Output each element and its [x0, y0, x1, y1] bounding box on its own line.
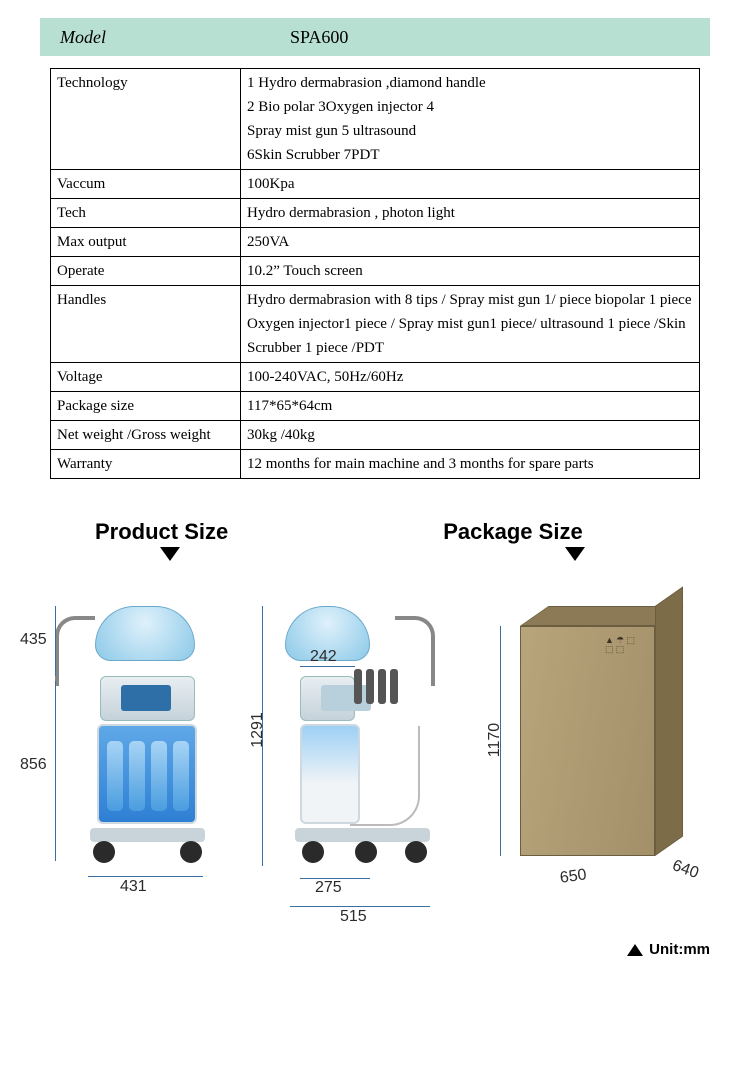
spec-value: 1 Hydro dermabrasion ,diamond handle 2 B… — [241, 69, 700, 170]
spec-value: 100-240VAC, 50Hz/60Hz — [241, 363, 700, 392]
dim-line — [55, 606, 56, 676]
triangle-up-icon — [627, 944, 643, 956]
spec-value: 117*65*64cm — [241, 392, 700, 421]
table-row: Warranty 12 months for main machine and … — [51, 450, 700, 479]
spec-label: Warranty — [51, 450, 241, 479]
spec-label: Vaccum — [51, 170, 241, 199]
spec-table: Technology1 Hydro dermabrasion ,diamond … — [50, 68, 700, 479]
triangle-down-icon — [565, 547, 585, 561]
spec-value: Hydro dermabrasion with 8 tips / Spray m… — [241, 286, 700, 363]
product-size-title: Product Size — [95, 519, 228, 545]
dim-856: 856 — [20, 756, 47, 774]
table-row: HandlesHydro dermabrasion with 8 tips / … — [51, 286, 700, 363]
dim-line — [88, 876, 203, 877]
dim-435: 435 — [20, 631, 47, 649]
machine-front-illustration — [85, 606, 205, 866]
dim-275: 275 — [315, 879, 342, 897]
model-header: Model SPA600 — [40, 18, 710, 56]
spec-label: Package size — [51, 392, 241, 421]
dim-1291: 1291 — [249, 712, 267, 748]
model-label: Model — [40, 27, 290, 48]
spec-label: Max output — [51, 228, 241, 257]
spec-label: Operate — [51, 257, 241, 286]
model-value: SPA600 — [290, 27, 348, 48]
dim-line — [300, 666, 355, 667]
spec-value: 12 months for main machine and 3 months … — [241, 450, 700, 479]
triangle-down-icon — [160, 547, 180, 561]
spec-label: Handles — [51, 286, 241, 363]
spec-label: Voltage — [51, 363, 241, 392]
spec-label: Tech — [51, 199, 241, 228]
spec-value: 30kg /40kg — [241, 421, 700, 450]
table-row: Technology1 Hydro dermabrasion ,diamond … — [51, 69, 700, 170]
spec-value: 250VA — [241, 228, 700, 257]
spec-value: 10.2” Touch screen — [241, 257, 700, 286]
diagram-area: 435 856 431 1291 242 275 515 ▲ ☂ ⬚⬚ ⬚ 11… — [0, 566, 750, 966]
dim-650: 650 — [559, 866, 588, 888]
table-row: Operate10.2” Touch screen — [51, 257, 700, 286]
table-row: Tech Hydro dermabrasion , photon light — [51, 199, 700, 228]
size-titles: Product Size Package Size — [0, 519, 750, 545]
package-size-title: Package Size — [443, 519, 582, 545]
dim-640: 640 — [670, 857, 701, 883]
dim-line — [55, 681, 56, 861]
table-row: Net weight /Gross weight 30kg /40kg — [51, 421, 700, 450]
table-row: Max output 250VA — [51, 228, 700, 257]
spec-label: Technology — [51, 69, 241, 170]
unit-label: Unit:mm — [627, 941, 710, 958]
table-row: Package size 117*65*64cm — [51, 392, 700, 421]
table-row: Vaccum 100Kpa — [51, 170, 700, 199]
spec-value: Hydro dermabrasion , photon light — [241, 199, 700, 228]
dim-515: 515 — [340, 908, 367, 926]
dim-line — [290, 906, 430, 907]
spec-label: Net weight /Gross weight — [51, 421, 241, 450]
spec-value: 100Kpa — [241, 170, 700, 199]
dim-431: 431 — [120, 878, 147, 896]
title-arrows — [0, 547, 750, 561]
machine-side-illustration — [290, 606, 410, 866]
dim-1170: 1170 — [486, 723, 504, 757]
dim-242: 242 — [310, 648, 337, 666]
table-row: Voltage 100-240VAC, 50Hz/60Hz — [51, 363, 700, 392]
package-crate-illustration: ▲ ☂ ⬚⬚ ⬚ — [520, 606, 685, 861]
